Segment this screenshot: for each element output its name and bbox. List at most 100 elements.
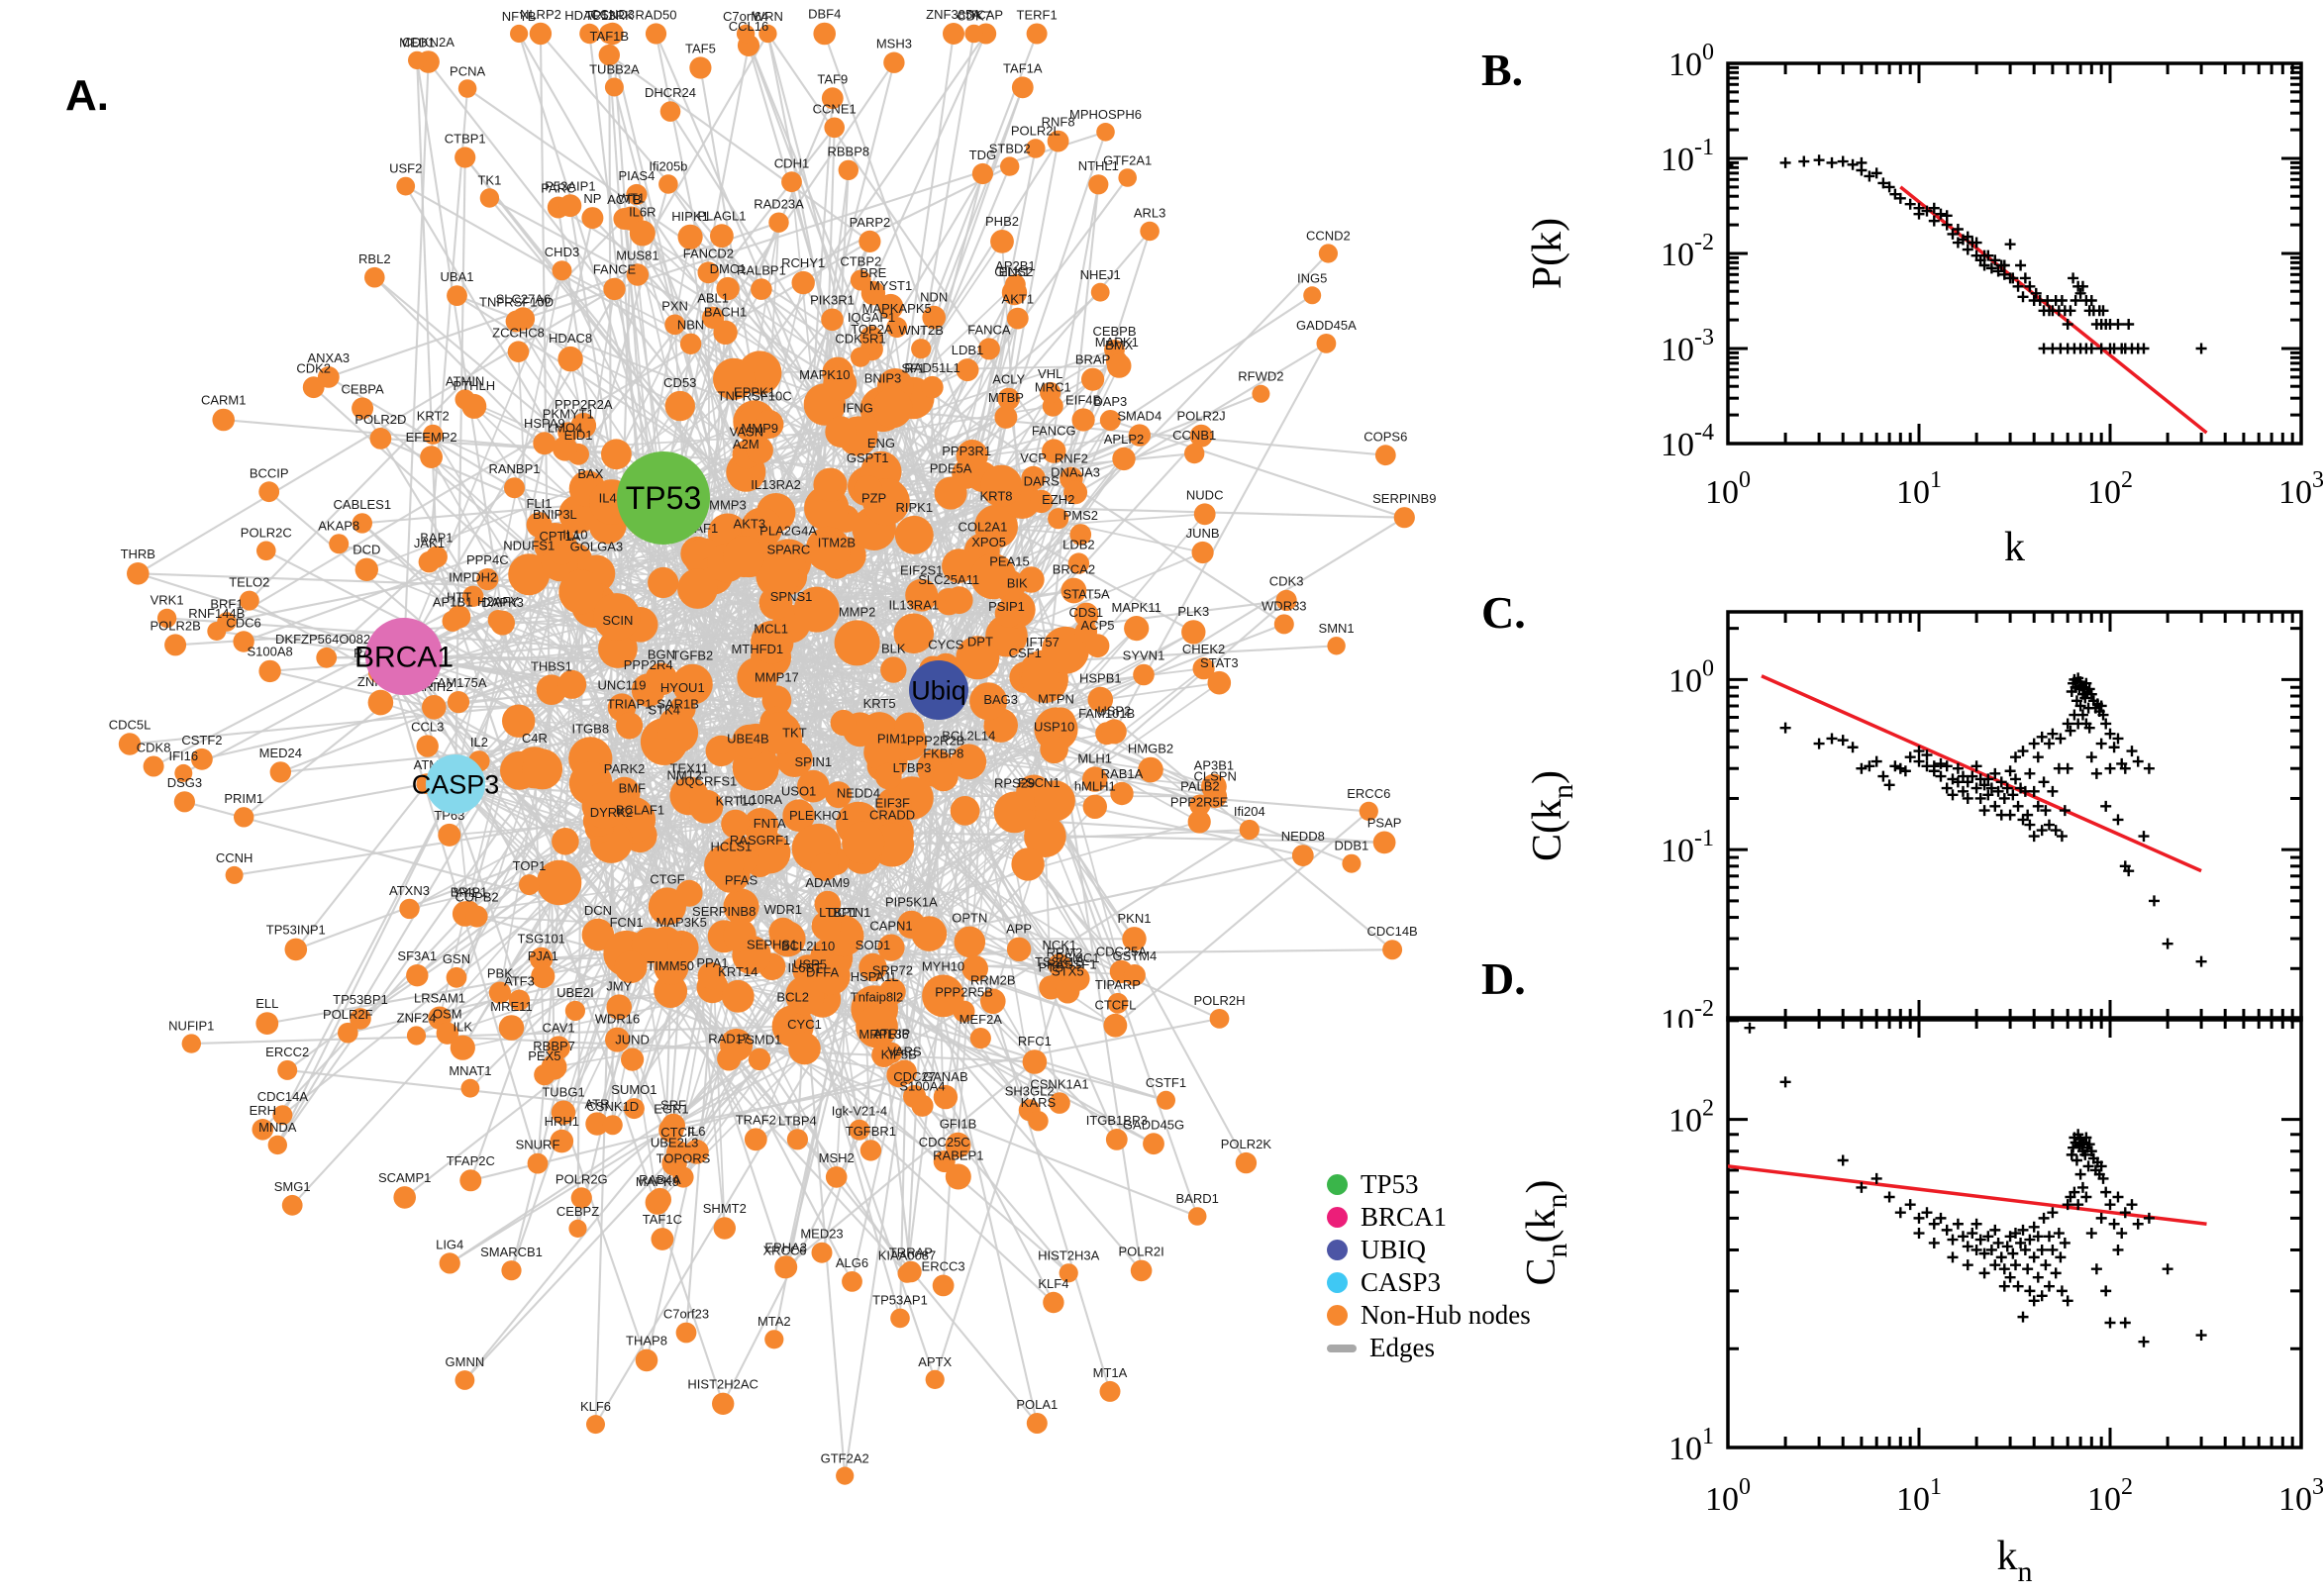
node-label: EFEMP2	[406, 430, 457, 445]
network-edge	[890, 663, 981, 1053]
hub-node-ubiq	[909, 660, 968, 720]
network-node	[1082, 766, 1108, 792]
network-legend: TP53 BRCA1 UBIQ CASP3 Non-Hub nodes Edge…	[1327, 1168, 1531, 1364]
node-label: TAF1B	[590, 29, 630, 44]
network-node	[858, 230, 881, 252]
node-label: HIST2H2AC	[687, 1377, 758, 1392]
node-label: KARS	[1021, 1095, 1057, 1110]
data-point	[2112, 318, 2124, 330]
data-point	[2162, 1263, 2173, 1275]
network-node	[1048, 953, 1071, 977]
network-edge	[403, 655, 894, 671]
node-label: POLA1	[1016, 1397, 1058, 1412]
data-point	[1978, 1267, 1990, 1279]
data-points	[1779, 672, 2207, 967]
node-label: PIM1	[877, 731, 907, 746]
network-edge	[908, 681, 1220, 729]
network-node	[823, 366, 858, 401]
node-label: FSCN1	[1018, 775, 1060, 790]
data-point	[2095, 700, 2107, 712]
node-label: CSNK1A1	[1030, 1076, 1088, 1091]
network-node	[1192, 657, 1215, 680]
node-label: USF2	[389, 161, 422, 176]
node-label: ATF3	[504, 974, 535, 989]
node-label: OSM	[433, 1007, 462, 1022]
node-label: POLR2K	[1221, 1137, 1272, 1151]
network-edge	[281, 783, 456, 1116]
data-point	[1870, 755, 1882, 767]
network-node	[239, 590, 259, 611]
data-point	[2040, 805, 2052, 817]
network-node	[256, 541, 276, 561]
network-node	[598, 44, 620, 66]
network-node	[933, 1084, 959, 1110]
data-point	[2126, 1199, 2138, 1211]
network-node	[723, 918, 757, 952]
node-label: BRF1	[210, 596, 243, 611]
network-node	[446, 966, 467, 988]
data-point	[1928, 1218, 1940, 1230]
network-edge	[561, 269, 760, 374]
network-node	[1011, 848, 1045, 881]
node-label: UBE2L3	[651, 1135, 698, 1149]
network-edge	[912, 86, 1024, 399]
data-point	[2143, 762, 2155, 774]
node-label: LTBP4	[778, 1113, 817, 1128]
network-node	[645, 23, 667, 45]
node-label: DARS	[1024, 474, 1060, 489]
network-node	[1028, 1111, 1049, 1132]
network-node	[704, 845, 745, 885]
x-axis-title: k	[2004, 525, 2025, 570]
network-node	[255, 1012, 279, 1035]
network-node	[811, 1242, 833, 1263]
node-label: GOLGA3	[570, 540, 623, 554]
node-label: TGFBR1	[846, 1124, 896, 1139]
network-edge	[287, 1068, 635, 1110]
network-node	[626, 263, 650, 286]
node-label: hMLH1	[1074, 779, 1116, 794]
network-node	[768, 212, 789, 233]
node-label: WDR16	[595, 1012, 641, 1027]
network-node	[558, 569, 604, 615]
network-node	[661, 1150, 687, 1176]
network-node	[1181, 620, 1206, 645]
node-label: HMGB2	[1128, 742, 1173, 756]
node-label: PHB2	[985, 214, 1019, 229]
data-point	[2095, 1212, 2107, 1224]
y-tick-label: 101	[1668, 1424, 1714, 1467]
panel-d-label: D.	[1481, 953, 1526, 1004]
node-label: TKT	[782, 725, 807, 740]
data-point	[1856, 1181, 1868, 1193]
data-point	[1978, 1247, 1990, 1259]
node-label: CDH1	[774, 155, 809, 170]
network-node	[658, 707, 692, 742]
node-label: TERF1	[1017, 8, 1058, 23]
network-node	[1374, 445, 1396, 466]
node-label: CTCFL	[1094, 998, 1136, 1013]
network-edge	[661, 497, 902, 1319]
node-label: BCL2L14	[942, 728, 995, 743]
network-node	[1046, 707, 1076, 738]
network-node	[1122, 927, 1147, 951]
data-point	[2085, 688, 2097, 700]
network-node	[758, 24, 777, 44]
data-point	[2123, 865, 2135, 877]
node-label: VRK1	[151, 593, 184, 608]
network-node	[454, 147, 476, 168]
node-label: WDR1	[764, 902, 802, 917]
node-label: UBE2I	[556, 985, 594, 1000]
node-label: SH3GL2	[1005, 1083, 1055, 1098]
network-edge	[476, 820, 600, 918]
node-label: DMC1	[710, 261, 747, 276]
network-node	[479, 188, 500, 208]
network-edge	[577, 513, 940, 691]
network-node	[1011, 76, 1034, 99]
node-label: BCL2L10	[781, 939, 835, 953]
y-tick-labels: 100 10-1 10-2 10-3 10-4	[1661, 40, 1714, 463]
network-edge	[517, 351, 531, 575]
node-label: KLF6	[580, 1399, 611, 1414]
node-label: EGR1	[654, 1102, 688, 1117]
network-edge	[759, 364, 1120, 374]
node-label: DCTN1	[828, 905, 870, 920]
